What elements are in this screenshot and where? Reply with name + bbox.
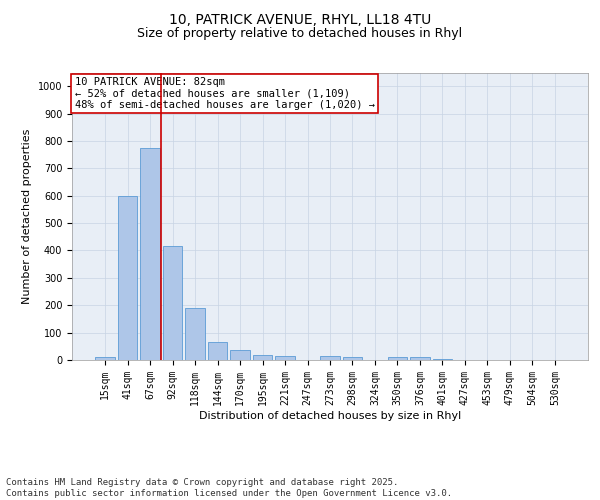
- Bar: [140, 148, 160, 360]
- Bar: [253, 354, 272, 360]
- Bar: [410, 358, 430, 360]
- Text: Contains HM Land Registry data © Crown copyright and database right 2025.
Contai: Contains HM Land Registry data © Crown c…: [6, 478, 452, 498]
- Bar: [185, 308, 205, 360]
- Text: 10 PATRICK AVENUE: 82sqm
← 52% of detached houses are smaller (1,109)
48% of sem: 10 PATRICK AVENUE: 82sqm ← 52% of detach…: [74, 77, 374, 110]
- Bar: [388, 358, 407, 360]
- Bar: [320, 356, 340, 360]
- Bar: [230, 350, 250, 360]
- Bar: [208, 342, 227, 360]
- X-axis label: Distribution of detached houses by size in Rhyl: Distribution of detached houses by size …: [199, 410, 461, 420]
- Text: 10, PATRICK AVENUE, RHYL, LL18 4TU: 10, PATRICK AVENUE, RHYL, LL18 4TU: [169, 12, 431, 26]
- Bar: [95, 358, 115, 360]
- Y-axis label: Number of detached properties: Number of detached properties: [22, 128, 32, 304]
- Bar: [163, 246, 182, 360]
- Bar: [433, 358, 452, 360]
- Bar: [118, 196, 137, 360]
- Text: Size of property relative to detached houses in Rhyl: Size of property relative to detached ho…: [137, 28, 463, 40]
- Bar: [343, 358, 362, 360]
- Bar: [275, 356, 295, 360]
